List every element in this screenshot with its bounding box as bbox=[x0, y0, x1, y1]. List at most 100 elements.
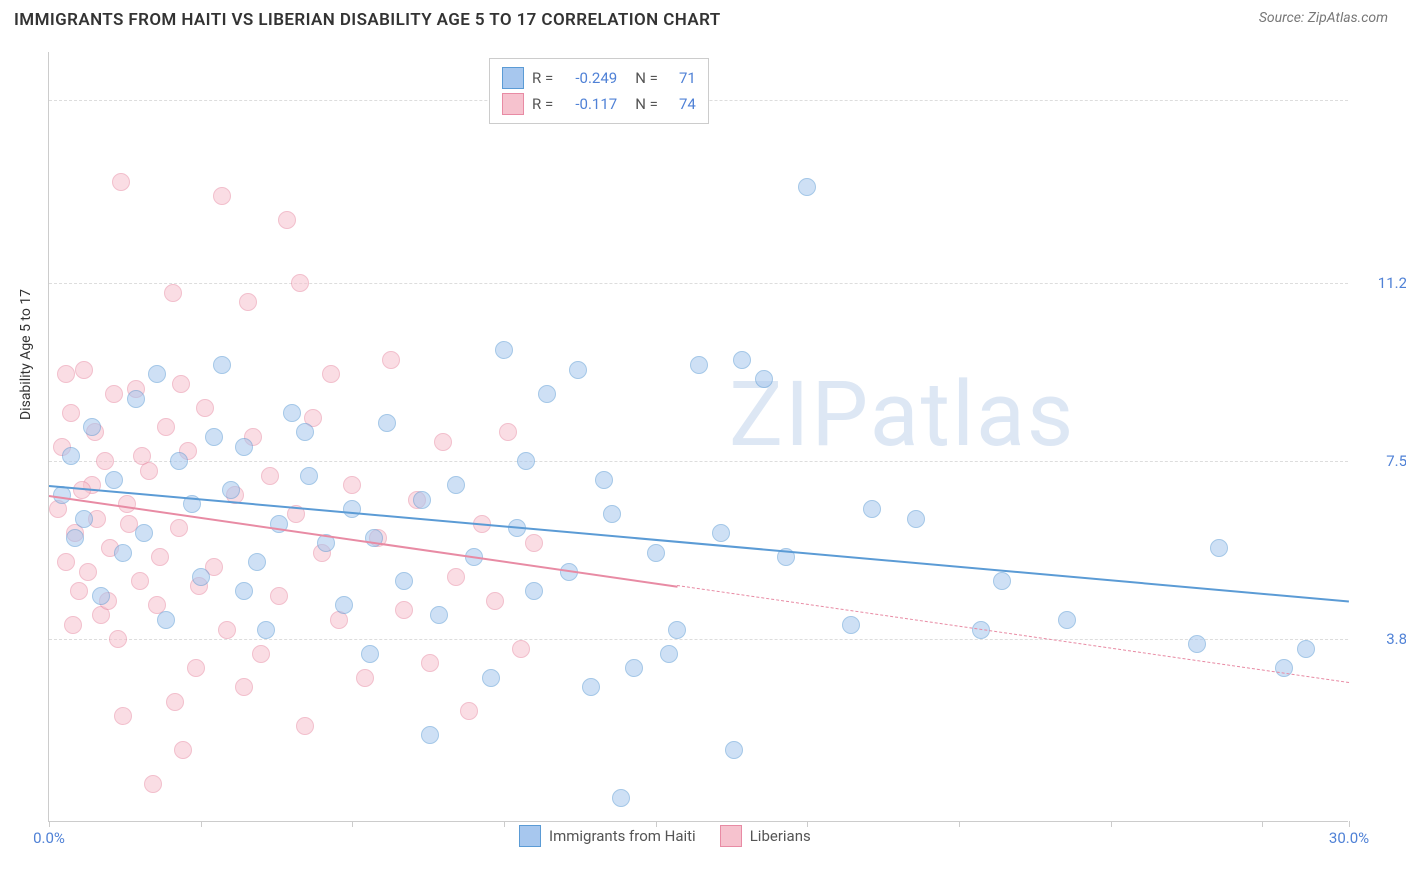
scatter-point bbox=[434, 433, 452, 451]
scatter-point bbox=[1058, 611, 1076, 629]
scatter-point bbox=[525, 534, 543, 552]
scatter-point bbox=[733, 351, 751, 369]
scatter-point bbox=[482, 669, 500, 687]
legend-n-value: 74 bbox=[666, 95, 696, 113]
legend-row: R =-0.117N =74 bbox=[502, 91, 696, 117]
scatter-point bbox=[460, 702, 478, 720]
legend-item: Liberians bbox=[720, 823, 811, 849]
scatter-point bbox=[114, 707, 132, 725]
scatter-point bbox=[112, 173, 130, 191]
scatter-point bbox=[863, 500, 881, 518]
scatter-point bbox=[62, 404, 80, 422]
scatter-point bbox=[75, 361, 93, 379]
scatter-point bbox=[283, 404, 301, 422]
scatter-point bbox=[235, 582, 253, 600]
legend-r-value: -0.249 bbox=[561, 69, 617, 87]
scatter-point bbox=[174, 741, 192, 759]
scatter-point bbox=[192, 568, 210, 586]
scatter-point bbox=[135, 524, 153, 542]
scatter-point bbox=[430, 606, 448, 624]
legend-r-label: R = bbox=[532, 69, 553, 87]
scatter-point bbox=[131, 572, 149, 590]
scatter-point bbox=[239, 293, 257, 311]
x-tick-label: 0.0% bbox=[33, 829, 65, 847]
scatter-point bbox=[495, 341, 513, 359]
scatter-point bbox=[64, 616, 82, 634]
legend-swatch bbox=[519, 825, 541, 847]
scatter-point bbox=[647, 544, 665, 562]
scatter-point bbox=[222, 481, 240, 499]
y-tick-label: 3.8% bbox=[1358, 630, 1406, 648]
scatter-point bbox=[725, 741, 743, 759]
x-tick bbox=[1111, 821, 1112, 827]
grid-line bbox=[49, 639, 1348, 640]
scatter-point bbox=[612, 789, 630, 807]
scatter-point bbox=[413, 491, 431, 509]
scatter-point bbox=[378, 414, 396, 432]
x-tick bbox=[1349, 821, 1350, 827]
source-label: Source: ZipAtlas.com bbox=[1259, 10, 1388, 26]
scatter-point bbox=[842, 616, 860, 634]
scatter-point bbox=[213, 356, 231, 374]
scatter-point bbox=[291, 274, 309, 292]
scatter-point bbox=[538, 385, 556, 403]
scatter-point bbox=[625, 659, 643, 677]
scatter-point bbox=[296, 717, 314, 735]
scatter-point bbox=[525, 582, 543, 600]
x-tick bbox=[1262, 821, 1263, 827]
scatter-point bbox=[356, 669, 374, 687]
scatter-point bbox=[395, 572, 413, 590]
scatter-point bbox=[907, 510, 925, 528]
scatter-point bbox=[595, 471, 613, 489]
series-legend: Immigrants from Haiti Liberians bbox=[519, 823, 811, 849]
watermark: ZIPatlas bbox=[729, 362, 1075, 467]
scatter-point bbox=[993, 572, 1011, 590]
legend-item: Immigrants from Haiti bbox=[519, 823, 696, 849]
scatter-point bbox=[96, 452, 114, 470]
scatter-point bbox=[499, 423, 517, 441]
scatter-point bbox=[166, 693, 184, 711]
scatter-chart: ZIPatlas 3.8%7.5%11.2%0.0%30.0%R =-0.249… bbox=[48, 52, 1348, 822]
scatter-point bbox=[109, 630, 127, 648]
scatter-point bbox=[148, 365, 166, 383]
legend-r-value: -0.117 bbox=[561, 95, 617, 113]
legend-n-value: 71 bbox=[666, 69, 696, 87]
scatter-point bbox=[421, 654, 439, 672]
scatter-point bbox=[712, 524, 730, 542]
scatter-point bbox=[517, 452, 535, 470]
scatter-point bbox=[660, 645, 678, 663]
legend-row: R =-0.249N =71 bbox=[502, 65, 696, 91]
scatter-point bbox=[447, 476, 465, 494]
legend-swatch bbox=[720, 825, 742, 847]
scatter-point bbox=[668, 621, 686, 639]
scatter-point bbox=[382, 351, 400, 369]
scatter-point bbox=[248, 553, 266, 571]
scatter-point bbox=[213, 187, 231, 205]
scatter-point bbox=[486, 592, 504, 610]
scatter-point bbox=[755, 370, 773, 388]
scatter-point bbox=[205, 428, 223, 446]
scatter-point bbox=[66, 529, 84, 547]
scatter-point bbox=[270, 587, 288, 605]
scatter-point bbox=[1188, 635, 1206, 653]
scatter-point bbox=[170, 519, 188, 537]
scatter-point bbox=[690, 356, 708, 374]
scatter-point bbox=[144, 775, 162, 793]
scatter-point bbox=[172, 375, 190, 393]
scatter-point bbox=[569, 361, 587, 379]
y-axis-label: Disability Age 5 to 17 bbox=[18, 289, 34, 420]
legend-r-label: R = bbox=[532, 95, 553, 113]
x-tick-label: 30.0% bbox=[1329, 829, 1369, 847]
scatter-point bbox=[83, 418, 101, 436]
scatter-point bbox=[105, 385, 123, 403]
scatter-point bbox=[57, 365, 75, 383]
scatter-point bbox=[157, 611, 175, 629]
scatter-point bbox=[151, 548, 169, 566]
legend-swatch bbox=[502, 67, 524, 89]
legend-label: Immigrants from Haiti bbox=[549, 827, 696, 845]
scatter-point bbox=[57, 553, 75, 571]
scatter-point bbox=[62, 447, 80, 465]
scatter-point bbox=[798, 178, 816, 196]
legend-label: Liberians bbox=[750, 827, 811, 845]
scatter-point bbox=[170, 452, 188, 470]
